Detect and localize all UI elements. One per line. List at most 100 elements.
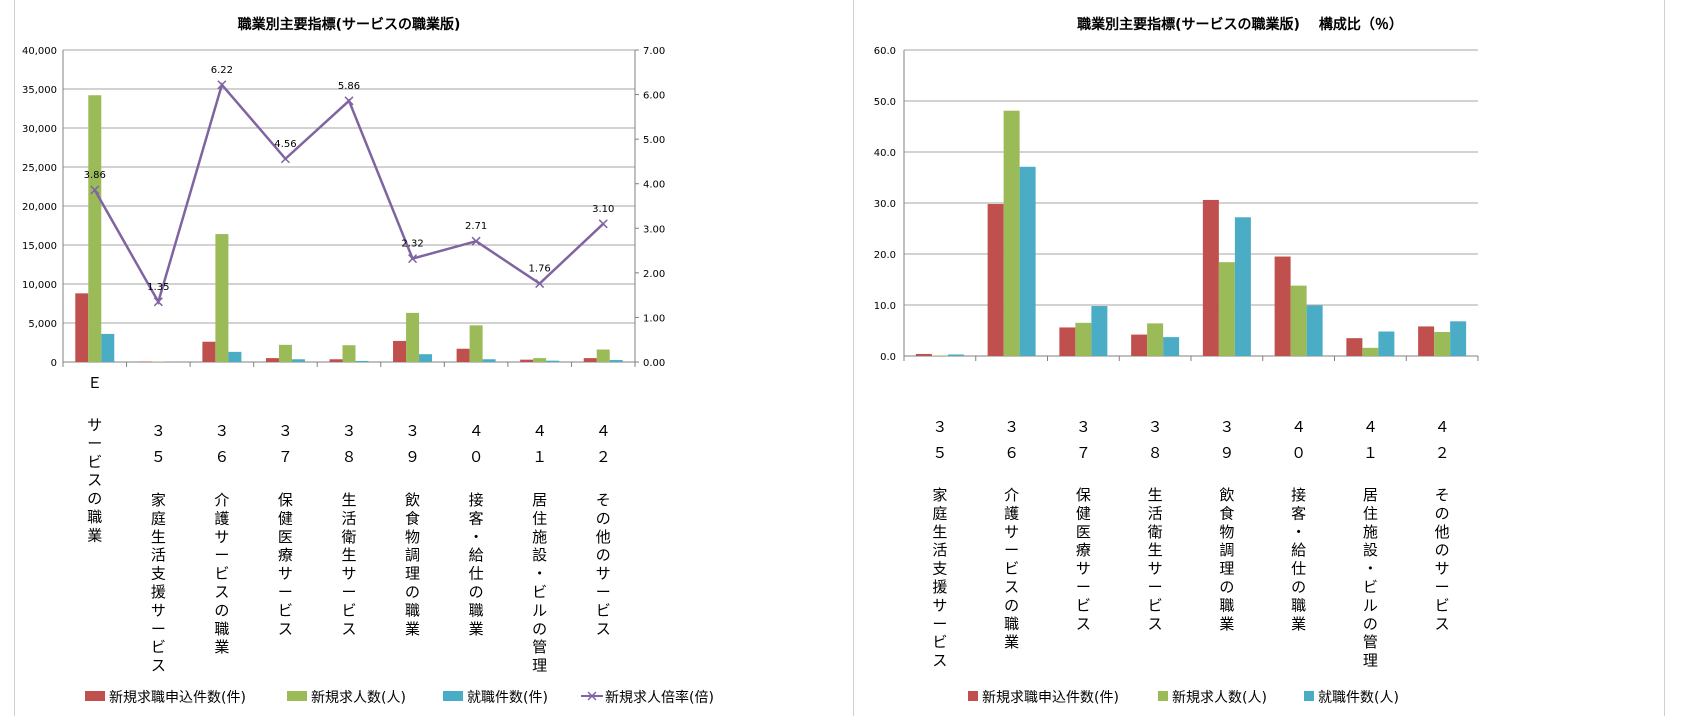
x-category-label: 接客・給仕の職業 bbox=[469, 491, 484, 638]
chart-title: 職業別主要指標(サービスの職業版) bbox=[238, 16, 461, 33]
x-category-code: ４０ bbox=[469, 422, 484, 466]
y2-tick-label: 5.00 bbox=[643, 135, 665, 146]
bar-blue bbox=[101, 334, 114, 362]
y-tick-label: 15,000 bbox=[22, 241, 57, 252]
ratio-combo-chart: 職業別主要指標(サービスの職業版)05,00010,00015,00020,00… bbox=[15, 0, 853, 716]
x-category-code: ３７ bbox=[278, 422, 293, 466]
bar-blue bbox=[1307, 306, 1323, 356]
bar-red bbox=[1203, 200, 1219, 356]
x-category-code: ４０ bbox=[1291, 418, 1306, 462]
x-category-code: ４２ bbox=[596, 422, 611, 466]
bar-red bbox=[1059, 327, 1075, 356]
x-category-label: 居住施設・ビルの管理 bbox=[532, 491, 547, 675]
x-category-code: ３６ bbox=[1004, 418, 1019, 462]
bar-red bbox=[1275, 257, 1291, 356]
bar-blue bbox=[948, 354, 964, 356]
data-label: 4.56 bbox=[274, 139, 296, 150]
bar-red bbox=[393, 341, 406, 362]
x-category-label: その他のサービス bbox=[1435, 486, 1450, 633]
bar-blue bbox=[419, 354, 432, 362]
bar-red bbox=[1346, 338, 1362, 356]
x-category-label: 家庭生活支援サービス bbox=[151, 491, 166, 675]
y-tick-label: 30,000 bbox=[22, 124, 57, 135]
bar-red bbox=[266, 358, 279, 362]
y-tick-label: 30.0 bbox=[874, 199, 896, 210]
legend-swatch bbox=[968, 691, 978, 701]
bar-red bbox=[520, 360, 533, 362]
bar-blue bbox=[228, 352, 241, 362]
bar-red bbox=[916, 354, 932, 356]
bar-blue bbox=[292, 359, 305, 362]
x-category-label: 保健医療サービス bbox=[1076, 486, 1091, 633]
legend-label: 新規求人数(人) bbox=[311, 690, 406, 706]
x-category-code: ３８ bbox=[1148, 418, 1163, 462]
bar-green bbox=[406, 313, 419, 362]
x-category-label: 保健医療サービス bbox=[278, 491, 293, 638]
bar-green bbox=[88, 95, 101, 362]
y-tick-label: 60.0 bbox=[874, 46, 896, 57]
ratio-line bbox=[95, 85, 603, 302]
legend-label: 新規求人数(人) bbox=[1172, 690, 1267, 706]
legend-label: 新規求職申込件数(件) bbox=[982, 690, 1119, 706]
x-category-label: 飲食物調理の職業 bbox=[1219, 486, 1234, 633]
bar-blue bbox=[610, 360, 623, 362]
bar-red bbox=[988, 204, 1004, 356]
x-category-label: 生活衛生サービス bbox=[1148, 486, 1163, 633]
x-category-code: ３９ bbox=[405, 422, 420, 466]
data-label: 2.32 bbox=[401, 239, 423, 250]
bar-green bbox=[533, 358, 546, 362]
legend-swatch bbox=[443, 691, 463, 701]
chart-title: 職業別主要指標(サービスの職業版) 構成比（％） bbox=[1077, 16, 1403, 33]
data-label: 3.10 bbox=[592, 204, 614, 215]
y2-tick-label: 2.00 bbox=[643, 269, 665, 280]
y-tick-label: 10.0 bbox=[874, 301, 896, 312]
bar-red bbox=[202, 342, 215, 362]
y-tick-label: 40,000 bbox=[22, 46, 57, 57]
y2-tick-label: 7.00 bbox=[643, 46, 665, 57]
bar-green bbox=[1291, 286, 1307, 356]
legend-label: 就職件数(人) bbox=[1318, 690, 1399, 706]
bar-red bbox=[75, 293, 88, 362]
x-category-code: ３５ bbox=[932, 418, 947, 462]
bar-green bbox=[597, 350, 610, 362]
y2-tick-label: 4.00 bbox=[643, 180, 665, 191]
data-label: 3.86 bbox=[84, 170, 106, 181]
x-category-label: 生活衛生サービス bbox=[341, 491, 356, 638]
bar-red bbox=[457, 349, 470, 362]
bar-red bbox=[1131, 335, 1147, 356]
x-category-label: 飲食物調理の職業 bbox=[405, 491, 420, 638]
bar-blue bbox=[483, 359, 496, 362]
x-category-code: ３７ bbox=[1076, 418, 1091, 462]
data-label: 1.35 bbox=[147, 282, 169, 293]
y-tick-label: 40.0 bbox=[874, 148, 896, 159]
y-tick-label: 5,000 bbox=[28, 319, 57, 330]
y2-tick-label: 1.00 bbox=[643, 313, 665, 324]
y2-tick-label: 0.00 bbox=[643, 358, 665, 369]
bar-green bbox=[1434, 332, 1450, 356]
y-tick-label: 0.0 bbox=[880, 352, 896, 363]
x-category-code: ３６ bbox=[214, 422, 229, 466]
x-category-label: サービスの職業 bbox=[87, 416, 102, 544]
y-tick-label: 25,000 bbox=[22, 163, 57, 174]
x-category-code: ４１ bbox=[532, 422, 547, 466]
bar-blue bbox=[1091, 306, 1107, 356]
x-category-label: その他のサービス bbox=[596, 491, 611, 638]
bar-green bbox=[470, 325, 483, 362]
x-category-code: ４１ bbox=[1363, 418, 1378, 462]
legend-label: 新規求職申込件数(件) bbox=[109, 690, 246, 706]
x-category-code: ３５ bbox=[151, 422, 166, 466]
y-tick-label: 10,000 bbox=[22, 280, 57, 291]
bar-green bbox=[343, 345, 356, 362]
legend-swatch bbox=[85, 691, 105, 701]
legend-swatch bbox=[1158, 691, 1168, 701]
legend-label: 新規求人倍率(倍) bbox=[605, 689, 714, 706]
legend-label: 就職件数(件) bbox=[467, 690, 548, 706]
y2-tick-label: 6.00 bbox=[643, 91, 665, 102]
bar-red bbox=[1418, 326, 1434, 356]
y-tick-label: 0 bbox=[51, 358, 57, 369]
bar-green bbox=[1362, 348, 1378, 356]
x-category-label: 家庭生活支援サービス bbox=[932, 486, 947, 670]
bar-green bbox=[1219, 262, 1235, 356]
